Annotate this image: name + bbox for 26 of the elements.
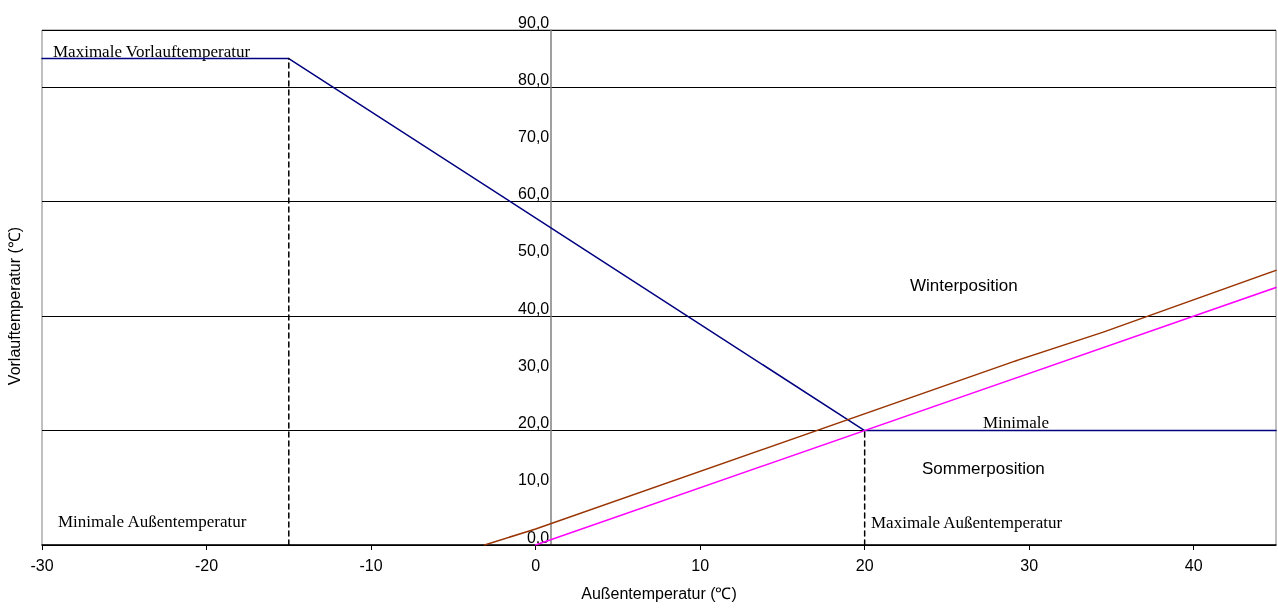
x-tick-label: 20 [855, 556, 874, 574]
x-tick-label: 0 [531, 556, 541, 574]
y-axis-title: Vorlauftemperatur (℃) [5, 226, 23, 386]
x-tick-label: 10 [691, 556, 710, 574]
y-tick-label: 60,0 [518, 185, 550, 203]
y-tick-label: 80,0 [518, 70, 550, 88]
y-tick-label: 40,0 [518, 299, 550, 317]
annotation: Maximale Vorlauftemperatur [53, 41, 251, 61]
y-tick-label: 70,0 [518, 127, 550, 145]
x-tick-label: -20 [194, 556, 219, 574]
y-tick-label: 90,0 [518, 13, 550, 31]
annotation: Winterposition [910, 275, 1018, 295]
annotation: Minimale Außentemperatur [58, 511, 247, 531]
y-tick-label: 0,0 [526, 528, 550, 546]
x-tick-label: 30 [1020, 556, 1039, 574]
x-tick-label: 40 [1184, 556, 1203, 574]
annotation: Sommerposition [922, 458, 1045, 478]
y-tick-label: 10,0 [518, 471, 550, 489]
annotation: Maximale Außentemperatur [871, 512, 1063, 532]
x-tick-label: -30 [30, 556, 54, 574]
annotation: Minimale [983, 412, 1050, 432]
x-axis-title: Außentemperatur (℃) [581, 584, 737, 602]
y-tick-label: 30,0 [518, 356, 550, 374]
x-tick-label: -10 [359, 556, 383, 574]
y-tick-label: 50,0 [518, 242, 550, 260]
y-tick-label: 20,0 [518, 414, 550, 432]
